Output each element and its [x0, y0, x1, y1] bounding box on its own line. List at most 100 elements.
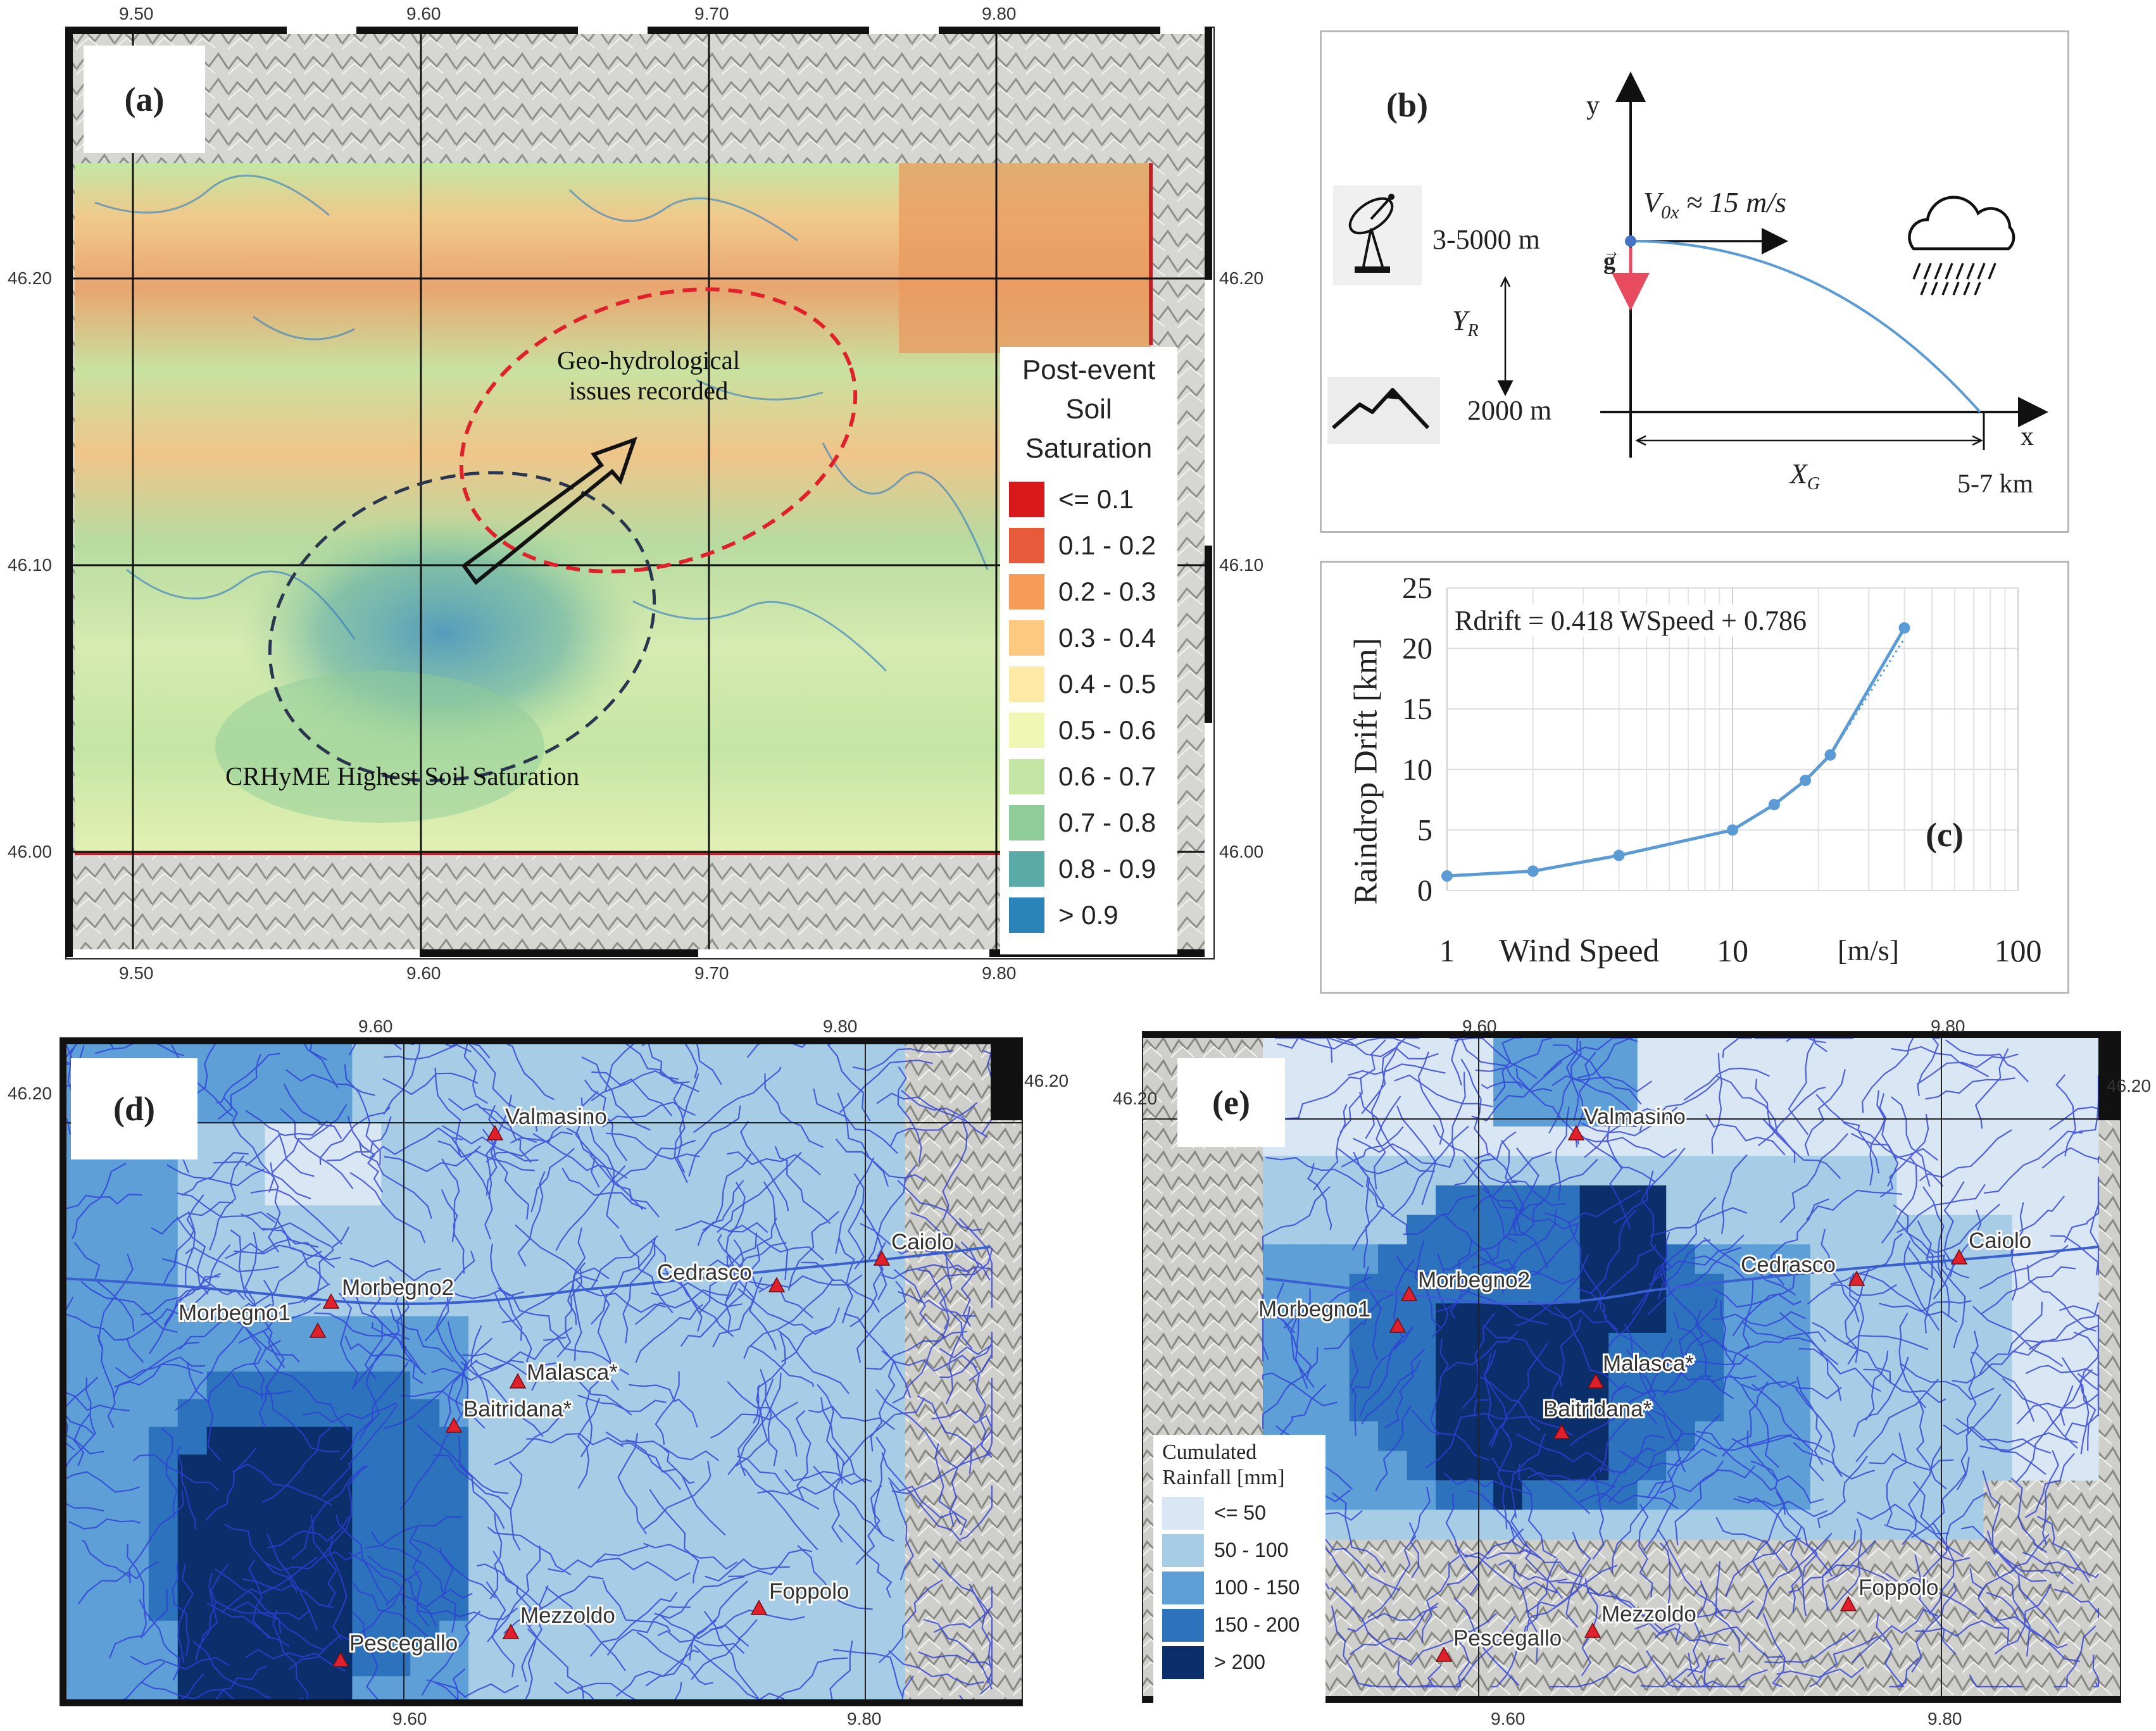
stream — [437, 1140, 535, 1172]
stream — [1762, 1613, 1786, 1688]
raster-cell — [1954, 1480, 1984, 1511]
stream — [1977, 1534, 2050, 1597]
raster-cell — [119, 1427, 149, 1455]
stream — [1339, 1039, 1386, 1134]
stream — [1722, 1381, 1769, 1457]
raster-cell — [410, 1150, 440, 1178]
stream — [1886, 1432, 1907, 1525]
raster-cell — [701, 1537, 731, 1566]
station-label: Morbegno2 — [1418, 1268, 1530, 1292]
station-label: Pescegallo — [1453, 1626, 1562, 1651]
legend-label: 0.7 - 0.8 — [1058, 807, 1156, 837]
stream — [1626, 1348, 1683, 1443]
stream — [1943, 1424, 2046, 1475]
stream — [245, 1109, 315, 1177]
stream — [1496, 1432, 1513, 1530]
raster-cell — [468, 1565, 498, 1594]
raster-cell — [1637, 1067, 1667, 1097]
stream — [487, 1527, 572, 1576]
raster-cell — [817, 1205, 847, 1234]
stream — [1917, 1492, 1988, 1584]
x-tick-label: 1 — [1439, 933, 1455, 968]
stream — [888, 1650, 984, 1686]
raster-cell — [468, 1399, 498, 1428]
raster-cell — [90, 1427, 120, 1455]
stream — [400, 1390, 486, 1429]
stream — [892, 1324, 949, 1404]
raster-cell — [555, 1372, 586, 1400]
stream — [223, 1097, 275, 1193]
yr-subscript: R — [1467, 320, 1479, 341]
raster-cell — [265, 1593, 295, 1622]
raster-cell — [352, 1509, 382, 1539]
lon-tick: 9.80 — [982, 4, 1017, 23]
stream — [63, 1313, 144, 1363]
stream — [1732, 1277, 1754, 1365]
raster-cell — [1407, 1097, 1436, 1127]
stream — [266, 1533, 318, 1631]
stream — [185, 1246, 280, 1273]
stream — [1330, 1587, 1412, 1663]
stream — [1607, 1125, 1631, 1229]
gravity-label: → g — [1603, 242, 1620, 275]
stream — [757, 1473, 855, 1496]
stream — [192, 1640, 271, 1699]
stream — [727, 1224, 824, 1261]
raster-cell — [1608, 1038, 1638, 1068]
raster-cell — [1291, 1215, 1321, 1245]
raster-cell — [527, 1150, 556, 1178]
stream — [688, 1105, 741, 1177]
stream — [958, 1218, 993, 1308]
raster-cell — [1896, 1244, 1926, 1275]
stream — [1640, 1658, 1725, 1688]
stream — [1351, 1328, 1413, 1394]
stream — [1646, 1247, 1741, 1316]
frame-bar — [1143, 1696, 2121, 1703]
stream — [702, 1153, 752, 1232]
raster-cell — [527, 1399, 556, 1428]
raster-cell — [1839, 1126, 1869, 1156]
raster-cell — [206, 1066, 237, 1096]
station-marker — [322, 1293, 340, 1309]
raster-cell — [1983, 1215, 2013, 1245]
station-label: Caiolo — [1969, 1228, 2031, 1253]
station-label: Valmasino — [1584, 1104, 1686, 1129]
stream — [651, 1282, 743, 1308]
stream — [172, 1563, 190, 1657]
raster-cell — [730, 1399, 760, 1428]
raster-cell — [875, 1094, 905, 1123]
raster-cell — [1896, 1273, 1926, 1304]
raster-cell — [410, 1205, 440, 1234]
raster-cell — [555, 1620, 586, 1649]
stream — [932, 1558, 993, 1642]
stream — [1567, 1222, 1608, 1318]
panel-c-tag: (c) — [1926, 816, 1964, 854]
lat-tick: 46.00 — [8, 842, 53, 861]
stream — [1902, 1445, 1943, 1546]
raster-cell — [759, 1454, 789, 1483]
raster-cell — [730, 1066, 760, 1096]
stream — [1412, 1409, 1490, 1461]
stream — [426, 1679, 520, 1698]
raster-cell — [642, 1399, 673, 1428]
stream — [1833, 1335, 1929, 1351]
stream — [1565, 1037, 1580, 1121]
stream — [1454, 1131, 1517, 1186]
raster-cell — [1839, 1509, 1869, 1540]
raster-cell — [177, 1620, 208, 1649]
stream — [1442, 1223, 1535, 1270]
stream — [1641, 1170, 1674, 1269]
stream — [201, 1665, 268, 1705]
legend-swatch — [1009, 897, 1044, 933]
raster-cell — [1666, 1509, 1696, 1540]
stream — [1988, 1561, 2031, 1657]
raster-cell — [1781, 1509, 1811, 1540]
stream — [2064, 1185, 2100, 1243]
raster-cell — [846, 1094, 876, 1123]
raster-cell — [846, 1344, 876, 1372]
stream — [575, 1278, 666, 1313]
frame-bar — [2098, 1032, 2121, 1120]
stream — [1673, 1312, 1734, 1399]
stream — [272, 1609, 309, 1704]
stream — [73, 1242, 135, 1332]
